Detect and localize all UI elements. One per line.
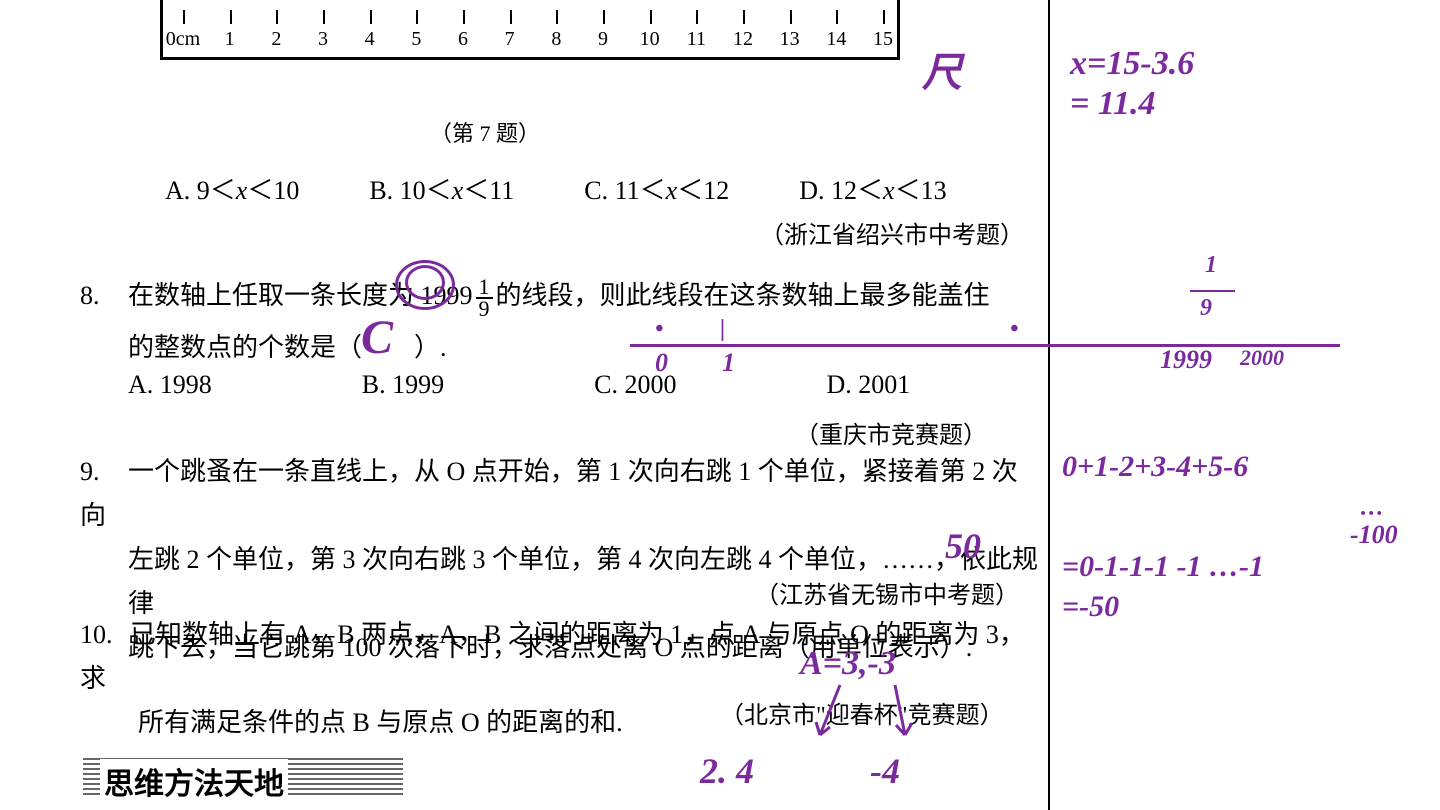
q10-number: 10. xyxy=(80,613,130,657)
page-root: 0cm123456789101112131415 （第 7 题） A. 9＜x＜… xyxy=(0,0,1440,810)
section-header: 思维方法天地 xyxy=(100,759,288,803)
q8-option-d: D. 2001 xyxy=(826,370,910,400)
annotation-calc1-l2: = 11.4 xyxy=(1070,85,1156,123)
ruler-tick xyxy=(370,10,372,24)
q7-source: （浙江省绍兴市中考题） xyxy=(760,215,1024,250)
ruler-tick-label: 8 xyxy=(551,28,561,51)
annotation-frac-top: 1 xyxy=(1205,252,1217,279)
ruler-figure: 0cm123456789101112131415 xyxy=(160,0,900,60)
ruler-tick-label: 15 xyxy=(873,28,893,51)
annotation-q10-A: A=3,-3 xyxy=(800,645,896,683)
ruler-tick xyxy=(883,10,885,24)
ruler-tick xyxy=(463,10,465,24)
ruler-tick-label: 10 xyxy=(640,28,660,51)
annotation-q9-calc-dots: … xyxy=(1360,495,1384,522)
frac-denominator: 9 xyxy=(479,299,490,319)
q7-option-c: C. 11＜x＜12 xyxy=(584,170,729,207)
annotation-q9-calc-l2: =0-1-1-1 -1 …-1 xyxy=(1062,550,1264,584)
ruler-tick-label: 6 xyxy=(458,28,468,51)
ruler-tick xyxy=(696,10,698,24)
annotation-numline-2000: 2000 xyxy=(1240,345,1284,371)
annotation-tick1: | xyxy=(720,316,725,343)
ruler-tick-label: 2 xyxy=(271,28,281,51)
ruler-tick-label: 5 xyxy=(411,28,421,51)
ruler-ticks: 0cm123456789101112131415 xyxy=(183,10,883,50)
q7-option-d: D. 12＜x＜13 xyxy=(799,170,946,207)
q8-source: （重庆市竞赛题） xyxy=(795,415,987,450)
q9-number: 9. xyxy=(80,450,128,494)
ruler-tick xyxy=(650,10,652,24)
annotation-dot2: • xyxy=(1010,316,1018,343)
ruler-tick-label: 7 xyxy=(505,28,515,51)
annotation-q8-answer: C xyxy=(361,310,393,365)
q7-option-a: A. 9＜x＜10 xyxy=(165,170,299,207)
q8-fraction: 19 xyxy=(476,277,493,319)
annotation-q9-calc-neg100: -100 xyxy=(1350,520,1398,550)
q8-options: A. 1998 B. 1999 C. 2000 D. 2001 xyxy=(128,370,988,400)
q7-option-b: B. 10＜x＜11 xyxy=(369,170,514,207)
ruler-tick xyxy=(183,10,185,24)
ruler-tick xyxy=(416,10,418,24)
q8-number: 8. xyxy=(80,270,128,322)
ruler-tick xyxy=(836,10,838,24)
annotation-q9-calc-l3: =-50 xyxy=(1062,590,1119,624)
ruler-tick xyxy=(603,10,605,24)
annotation-arrow-1 xyxy=(810,680,860,750)
ruler-tick xyxy=(556,10,558,24)
q8-text-after: 的线段，则此线段在这条数轴上最多能盖住 xyxy=(496,281,990,310)
q7-options: A. 9＜x＜10 B. 10＜x＜11 C. 11＜x＜12 D. 12＜x＜… xyxy=(165,170,985,207)
ruler-tick-label: 11 xyxy=(687,28,706,51)
q9-source: （江苏省无锡市中考题） xyxy=(755,575,1019,610)
ruler-tick-label: 0cm xyxy=(166,28,200,51)
annotation-q9-answer: 50 xyxy=(945,525,981,567)
vertical-divider xyxy=(1048,0,1050,810)
ruler-tick-label: 12 xyxy=(733,28,753,51)
annotation-numberline xyxy=(630,344,1340,347)
q8-option-a: A. 1998 xyxy=(128,370,212,400)
annotation-calc1-l1: x=15-3.6 xyxy=(1070,45,1194,83)
ruler-tick xyxy=(743,10,745,24)
annotation-circle-1999-inner xyxy=(405,265,445,300)
annotation-numline-1999: 1999 xyxy=(1160,345,1212,375)
annotation-ruler-label: 尺 xyxy=(922,40,962,98)
annotation-frac-bot: 9 xyxy=(1200,295,1212,322)
q8-option-b: B. 1999 xyxy=(362,370,444,400)
ruler-tick-label: 4 xyxy=(365,28,375,51)
q9-line1: 一个跳蚤在一条直线上，从 O 点开始，第 1 次向右跳 1 个单位，紧接着第 2… xyxy=(80,457,1018,530)
ruler-tick-label: 13 xyxy=(780,28,800,51)
annotation-q10-vals1: 2. 4 xyxy=(700,750,754,792)
ruler-tick xyxy=(323,10,325,24)
ruler-tick xyxy=(790,10,792,24)
q10-source: （北京市"迎春杯"竞赛题） xyxy=(720,695,1004,730)
annotation-arrow-2 xyxy=(880,680,930,750)
ruler-tick-label: 14 xyxy=(826,28,846,51)
annotation-numline-1: 1 xyxy=(722,348,735,378)
ruler-tick xyxy=(230,10,232,24)
ruler-tick xyxy=(276,10,278,24)
annotation-q10-vals2: -4 xyxy=(870,750,900,792)
q8-text: 8.在数轴上任取一条长度为 199919的线段，则此线段在这条数轴上最多能盖住 … xyxy=(80,270,1040,374)
figure-caption: （第 7 题） xyxy=(430,116,540,148)
annotation-numline-0: 0 xyxy=(655,348,668,378)
annotation-dot0: • xyxy=(655,316,663,343)
q8-line2: 的整数点的个数是（ ）. xyxy=(80,322,1040,374)
annotation-q9-calc-l1: 0+1-2+3-4+5-6 xyxy=(1062,450,1248,484)
ruler-tick-label: 9 xyxy=(598,28,608,51)
ruler-tick-label: 1 xyxy=(225,28,235,51)
ruler-tick-label: 3 xyxy=(318,28,328,51)
annotation-frac-line xyxy=(1190,290,1235,292)
ruler-tick xyxy=(510,10,512,24)
